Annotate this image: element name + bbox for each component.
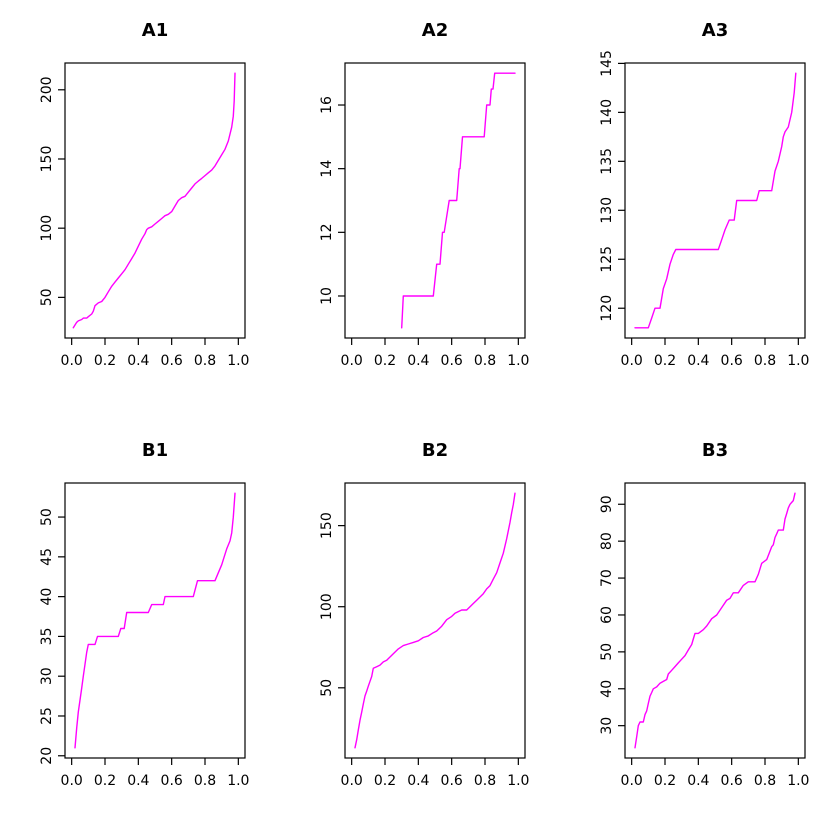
- svg-text:0.2: 0.2: [654, 773, 676, 789]
- svg-text:0.4: 0.4: [687, 773, 709, 789]
- svg-text:80: 80: [599, 532, 615, 550]
- svg-text:35: 35: [39, 628, 55, 646]
- panel-title-a2: A2: [421, 20, 449, 41]
- svg-text:0.6: 0.6: [441, 773, 463, 789]
- svg-text:0.0: 0.0: [341, 353, 363, 369]
- panel-title-b3: B3: [701, 440, 729, 461]
- panel-title-a3: A3: [701, 20, 729, 41]
- svg-text:50: 50: [39, 508, 55, 526]
- svg-text:0.2: 0.2: [94, 353, 116, 369]
- quantile-plot-b2: 0.0 0.2 0.4 0.6 0.8 1.0 50 100 150: [319, 482, 529, 789]
- svg-text:0.2: 0.2: [94, 773, 116, 789]
- svg-text:30: 30: [599, 717, 615, 735]
- svg-text:150: 150: [319, 512, 335, 539]
- panel-b1: B1 0.0 0.2 0.4 0.6 0.8 1.0 20 25 30 35 40 45 50: [0, 420, 280, 840]
- svg-text:0.6: 0.6: [161, 353, 183, 369]
- svg-text:0.8: 0.8: [754, 773, 776, 789]
- svg-text:1.0: 1.0: [227, 353, 249, 369]
- svg-text:140: 140: [599, 99, 615, 126]
- svg-text:150: 150: [39, 146, 55, 173]
- panel-title-a1: A1: [141, 20, 169, 41]
- svg-text:0.4: 0.4: [407, 353, 429, 369]
- svg-text:25: 25: [39, 707, 55, 725]
- svg-text:0.6: 0.6: [161, 773, 183, 789]
- svg-text:1.0: 1.0: [507, 773, 529, 789]
- svg-text:0.6: 0.6: [441, 353, 463, 369]
- svg-text:70: 70: [599, 569, 615, 587]
- svg-text:0.0: 0.0: [61, 773, 83, 789]
- quantile-plot-a1: 0.0 0.2 0.4 0.6 0.8 1.0 50 100 150 200: [39, 62, 249, 369]
- svg-text:20: 20: [39, 747, 55, 765]
- svg-text:0.6: 0.6: [721, 353, 743, 369]
- svg-text:130: 130: [599, 197, 615, 224]
- svg-text:1.0: 1.0: [787, 353, 809, 369]
- svg-text:120: 120: [599, 295, 615, 322]
- svg-text:50: 50: [39, 288, 55, 306]
- svg-text:0.4: 0.4: [127, 773, 149, 789]
- svg-text:0.6: 0.6: [721, 773, 743, 789]
- svg-text:125: 125: [599, 246, 615, 273]
- svg-text:1.0: 1.0: [227, 773, 249, 789]
- panel-title-b2: B2: [421, 440, 449, 461]
- quantile-plot-a3: 0.0 0.2 0.4 0.6 0.8 1.0 120 125 130 135 140 145: [599, 50, 809, 369]
- svg-text:100: 100: [39, 215, 55, 242]
- svg-text:0.8: 0.8: [474, 773, 496, 789]
- svg-text:16: 16: [319, 96, 335, 114]
- svg-text:0.0: 0.0: [341, 773, 363, 789]
- quantile-plot-b1: 0.0 0.2 0.4 0.6 0.8 1.0 20 25 30 35 40 45 50: [39, 482, 249, 789]
- svg-text:50: 50: [599, 643, 615, 661]
- quantile-plot-a2: 0.0 0.2 0.4 0.6 0.8 1.0 10 12 14 16: [319, 62, 529, 369]
- panel-b2: B2 0.0 0.2 0.4 0.6 0.8 1.0 50 100 150: [280, 420, 560, 840]
- svg-text:0.0: 0.0: [61, 353, 83, 369]
- quantile-plot-b3: 0.0 0.2 0.4 0.6 0.8 1.0 30 40 50 60 70 80 90: [599, 482, 809, 789]
- svg-text:0.4: 0.4: [407, 773, 429, 789]
- svg-text:0.4: 0.4: [127, 353, 149, 369]
- svg-text:30: 30: [39, 667, 55, 685]
- svg-text:40: 40: [599, 680, 615, 698]
- svg-text:0.0: 0.0: [621, 773, 643, 789]
- svg-text:0.8: 0.8: [474, 353, 496, 369]
- svg-text:0.2: 0.2: [374, 353, 396, 369]
- svg-text:45: 45: [39, 548, 55, 566]
- svg-text:14: 14: [319, 160, 335, 178]
- svg-text:60: 60: [599, 606, 615, 624]
- svg-text:0.0: 0.0: [621, 353, 643, 369]
- svg-text:0.2: 0.2: [654, 353, 676, 369]
- svg-text:0.8: 0.8: [754, 353, 776, 369]
- svg-text:135: 135: [599, 148, 615, 175]
- svg-text:0.8: 0.8: [194, 773, 216, 789]
- svg-text:50: 50: [319, 679, 335, 697]
- svg-text:1.0: 1.0: [787, 773, 809, 789]
- svg-text:90: 90: [599, 495, 615, 513]
- svg-text:0.4: 0.4: [687, 353, 709, 369]
- svg-text:10: 10: [319, 287, 335, 305]
- panel-a1: A1 0.0 0.2 0.4 0.6 0.8 1.0 50 100 150 200: [0, 0, 280, 420]
- svg-text:0.2: 0.2: [374, 773, 396, 789]
- svg-text:200: 200: [39, 76, 55, 103]
- panel-title-b1: B1: [141, 440, 169, 461]
- svg-text:100: 100: [319, 593, 335, 620]
- panel-a2: A2 0.0 0.2 0.4 0.6 0.8 1.0 10 12 14 16: [280, 0, 560, 420]
- panel-b3: B3 0.0 0.2 0.4 0.6 0.8 1.0 30 40 50 60 70 80 90: [560, 420, 840, 840]
- svg-text:40: 40: [39, 588, 55, 606]
- svg-text:0.8: 0.8: [194, 353, 216, 369]
- svg-text:1.0: 1.0: [507, 353, 529, 369]
- panel-a3: A3 0.0 0.2 0.4 0.6 0.8 1.0 120 125 130 135 140 145: [560, 0, 840, 420]
- svg-text:12: 12: [319, 223, 335, 241]
- svg-text:145: 145: [599, 50, 615, 77]
